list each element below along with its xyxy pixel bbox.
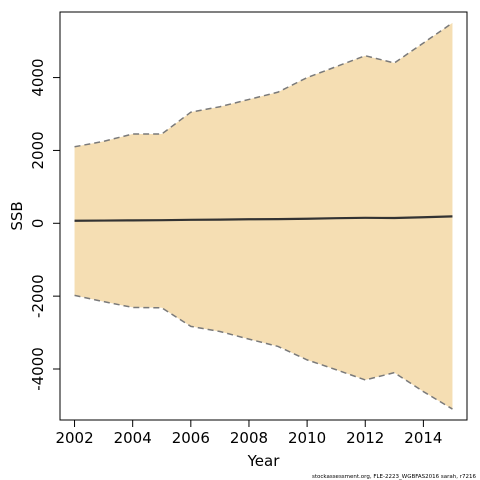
x-tick-label: 2006: [172, 429, 210, 447]
upper-bound-line: [74, 22, 453, 148]
x-tick-label: 2010: [288, 429, 326, 447]
y-tick-label: -4000: [29, 347, 47, 391]
y-tick-label: -2000: [29, 274, 47, 318]
lower-bound-line: [74, 294, 453, 410]
y-tick-label: 4000: [29, 58, 47, 96]
y-tick-label: 2000: [29, 131, 47, 169]
x-axis-title: Year: [247, 452, 281, 470]
footer-note: stockassessment.org, FLE-2223_WGBFAS2016…: [312, 474, 477, 480]
series-lines-layer: [74, 22, 453, 410]
confidence-band-layer: [74, 22, 453, 410]
ssb-estimate-line: [74, 215, 453, 222]
y-axis: -4000 -2000 0 2000 4000: [29, 58, 61, 391]
confidence-band: [74, 22, 453, 410]
x-tick-label: 2008: [230, 429, 268, 447]
x-tick-label: 2012: [346, 429, 384, 447]
y-axis-title: SSB: [8, 201, 26, 230]
x-axis: 2002 2004 2006 2008 2010 2012 2014: [55, 419, 442, 447]
x-tick-label: 2004: [114, 429, 152, 447]
y-tick-label: 0: [29, 219, 47, 229]
x-tick-label: 2014: [404, 429, 442, 447]
x-tick-label: 2002: [55, 429, 93, 447]
